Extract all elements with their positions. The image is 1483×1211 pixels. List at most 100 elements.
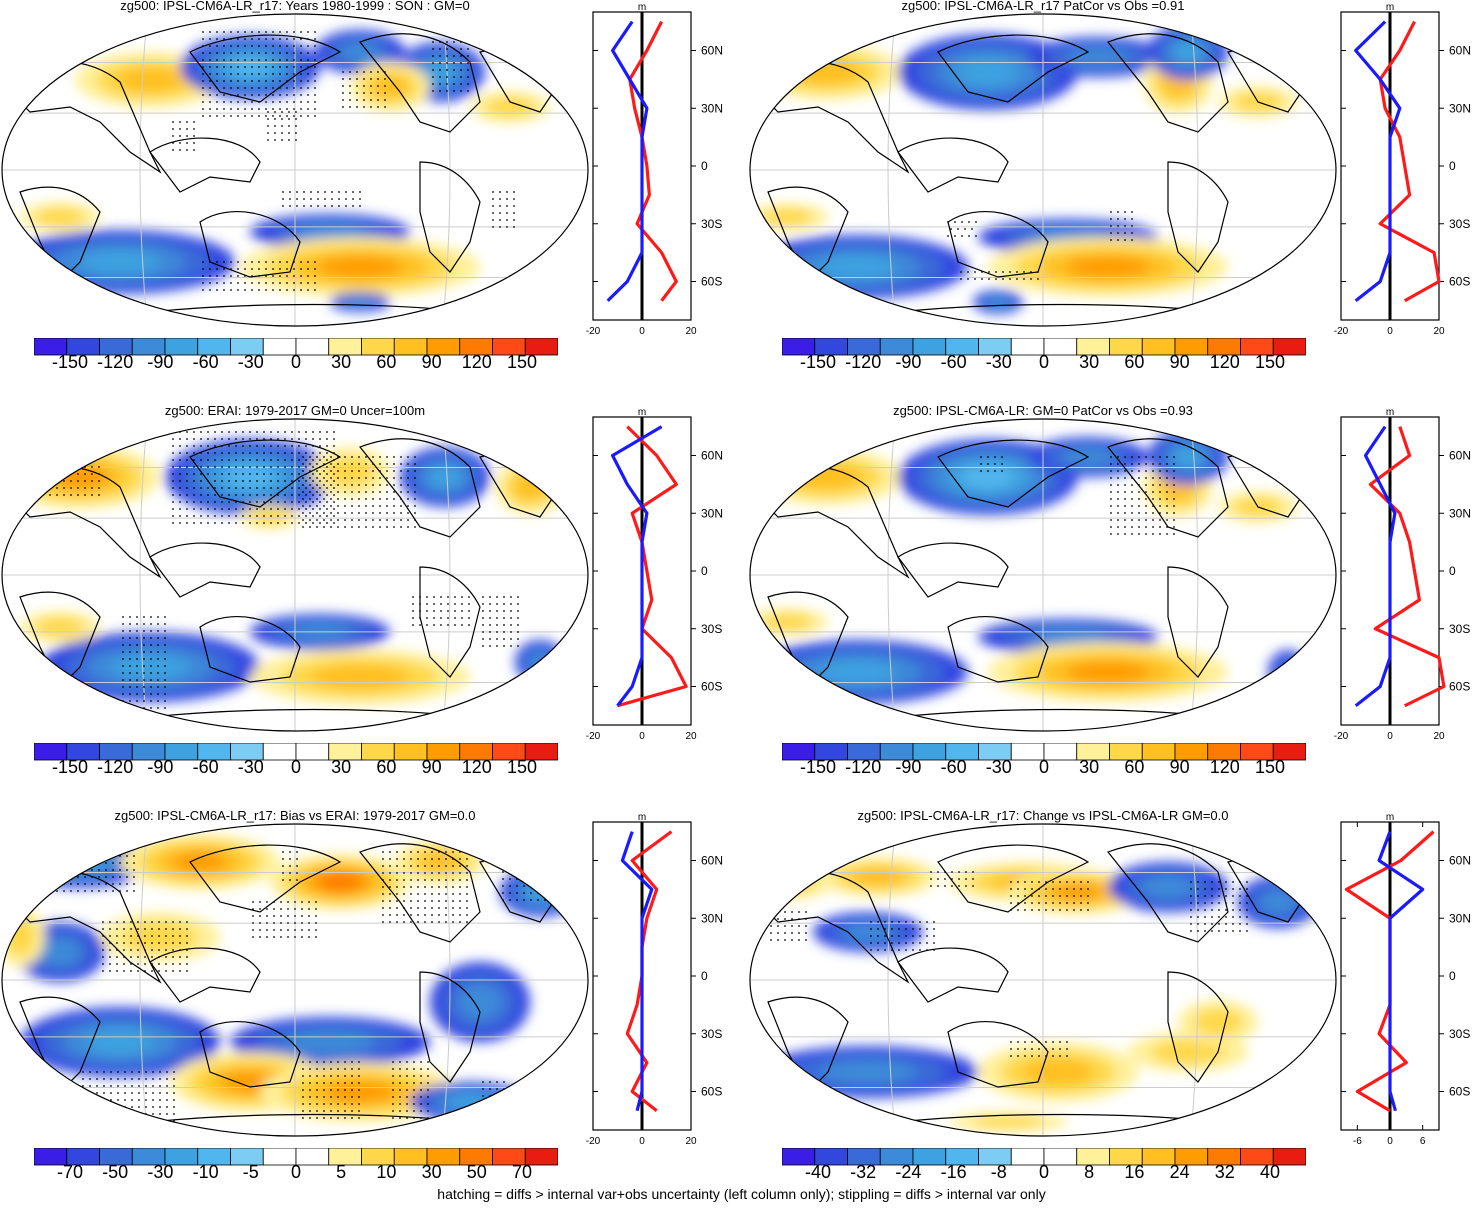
positive-anomaly-contour [851,868,905,886]
latitude-tick-label: 60S [1449,1085,1470,1099]
stippling [947,211,1133,280]
negative-anomaly-contour [526,883,554,901]
positive-anomaly-contour [763,208,813,226]
colorbar-tick-label: 32 [1214,1162,1235,1182]
colorbar-tick-label: -60 [940,757,967,777]
latitude-tick-label: 0 [701,159,708,173]
positive-anomaly-contour [372,75,408,99]
map-border [749,13,1337,327]
negative-anomaly-contour [346,297,374,307]
colorbar-tick-label: 70 [511,1162,533,1182]
colorbar-tick-label: 0 [1038,1162,1050,1182]
latitude-tick-label: 60N [1449,449,1471,463]
panel-model-patcor: zg500: IPSL-CM6A-LR_r17 PatCor vs Obs =0… [748,0,1483,400]
profile-x-tick-label: 0 [639,731,645,742]
profile-x-tick-label: -20 [586,1136,601,1147]
profile-unit: m [638,2,646,13]
profile-x-tick-label: -20 [586,731,601,742]
graticule [750,14,1336,326]
positive-anomaly-contour [318,256,402,278]
positive-anomaly-contour [763,613,813,631]
zonal-mean-profile: m 60N 30N 0 30S 60S -6 0 6 [1340,812,1471,1147]
profile-unit: m [638,812,646,823]
profile-x-tick-label: -6 [1353,1136,1362,1147]
panel-title: zg500: IPSL-CM6A-LR: GM=0 PatCor vs Obs … [893,403,1193,418]
negative-anomaly-contour [340,42,380,62]
colorbar-tick-label: 0 [290,757,302,777]
colorbar-tick-label: -40 [804,1162,832,1182]
colorbar-tick-label: 16 [1124,1162,1145,1182]
negative-anomaly-contour [230,57,270,77]
colorbar-tick-label: 120 [461,757,492,777]
latitude-tick-label: 0 [701,969,708,983]
latitude-tick-label: 30N [701,506,723,520]
map-border [749,418,1337,732]
profile-x-tick-label: 0 [1387,326,1393,337]
map-border [1,418,589,732]
positive-anomaly-contour [1022,1058,1094,1086]
negative-anomaly-contour [55,852,105,872]
colorbar-tick-label: -90 [895,757,922,777]
latitude-tick-label: 60S [1449,680,1470,694]
negative-anomaly-contour [1260,890,1296,914]
colorbar: -150 -120 -90 -60 -30 0 30 60 90 120 150 [781,742,1307,803]
colorbar-tick-label: 0 [290,352,302,372]
zonal-mean-profile: m 60N 30N 0 30S 60S -20 0 20 [1334,2,1471,337]
world-map [1,823,589,1137]
latitude-tick-label: 30S [701,1027,722,1041]
negative-anomaly-contour [819,255,897,279]
colorbar-tick-label: -60 [192,757,219,777]
graticule [750,419,1336,731]
colorbar-tick-label: -90 [147,757,174,777]
latitude-tick-label: 30N [1449,911,1471,925]
negative-anomaly-contour [962,466,1014,488]
positive-anomaly-contour [1053,884,1103,900]
latitude-tick-label: 30S [701,622,722,636]
profile-x-tick-label: 20 [685,1136,697,1147]
colorbar-tick-label: -120 [845,757,882,777]
latitude-tick-label: 30N [1449,101,1471,115]
colorbar-swatches [33,1147,559,1166]
colorbar-tick-label: -120 [97,757,134,777]
negative-anomaly-contour [528,652,552,672]
colorbar-tick-label: -150 [799,757,837,777]
colorbar-tick-label: 60 [376,352,397,372]
positive-anomaly-contour [485,97,535,117]
colorbar-tick-label: -30 [985,352,1012,372]
stippling [770,871,1248,1057]
latitude-tick-label: 0 [701,564,708,578]
figure-footnote: hatching = diffs > internal var+obs unce… [437,1186,1046,1202]
world-map [749,13,1337,327]
colorbar-swatches [781,337,1307,356]
latitude-tick-label: 30N [701,911,723,925]
colorbar-tick-label: 30 [1079,757,1100,777]
latitude-tick-label: 0 [1449,969,1456,983]
colorbar-tick-label: 40 [1259,1162,1281,1182]
colorbar-tick-label: 150 [506,352,538,372]
positive-anomaly-contour [420,852,460,872]
zonal-mean-profile: m 60N 30N 0 30S 60S -20 0 20 [586,812,723,1147]
colorbar-tick-label: -8 [990,1162,1007,1182]
negative-anomaly-contour [843,923,893,941]
latitude-tick-label: 30N [1449,506,1471,520]
latitude-tick-label: 60N [701,854,723,868]
profile-x-tick-label: 20 [1433,326,1445,337]
red-profile-line [1368,426,1446,708]
latitude-tick-label: 60N [1449,44,1471,58]
blue-profile-line [606,20,649,302]
profile-x-tick-label: 20 [1433,731,1445,742]
colorbar-tick-label: -16 [940,1162,967,1182]
positive-anomaly-contour [116,67,184,93]
colorbar-tick-label: -120 [97,352,134,372]
colorbar-tick-label: -30 [147,1162,174,1182]
blue-profile-line [1354,20,1402,303]
negative-anomaly-contour [85,1029,155,1055]
positive-anomaly-contour [320,874,360,890]
profile-x-tick-label: -20 [1334,326,1349,337]
colorbar-tick-label: -150 [51,757,89,777]
colorbar-tick-label: 5 [336,1162,347,1182]
panel-title: zg500: ERAI: 1979-2017 GM=0 Uncer=100m [164,403,426,418]
colorbar-tick-label: 60 [1124,757,1145,777]
colorbar-swatches [33,337,559,356]
colorbar-tick-label: -5 [242,1162,259,1182]
